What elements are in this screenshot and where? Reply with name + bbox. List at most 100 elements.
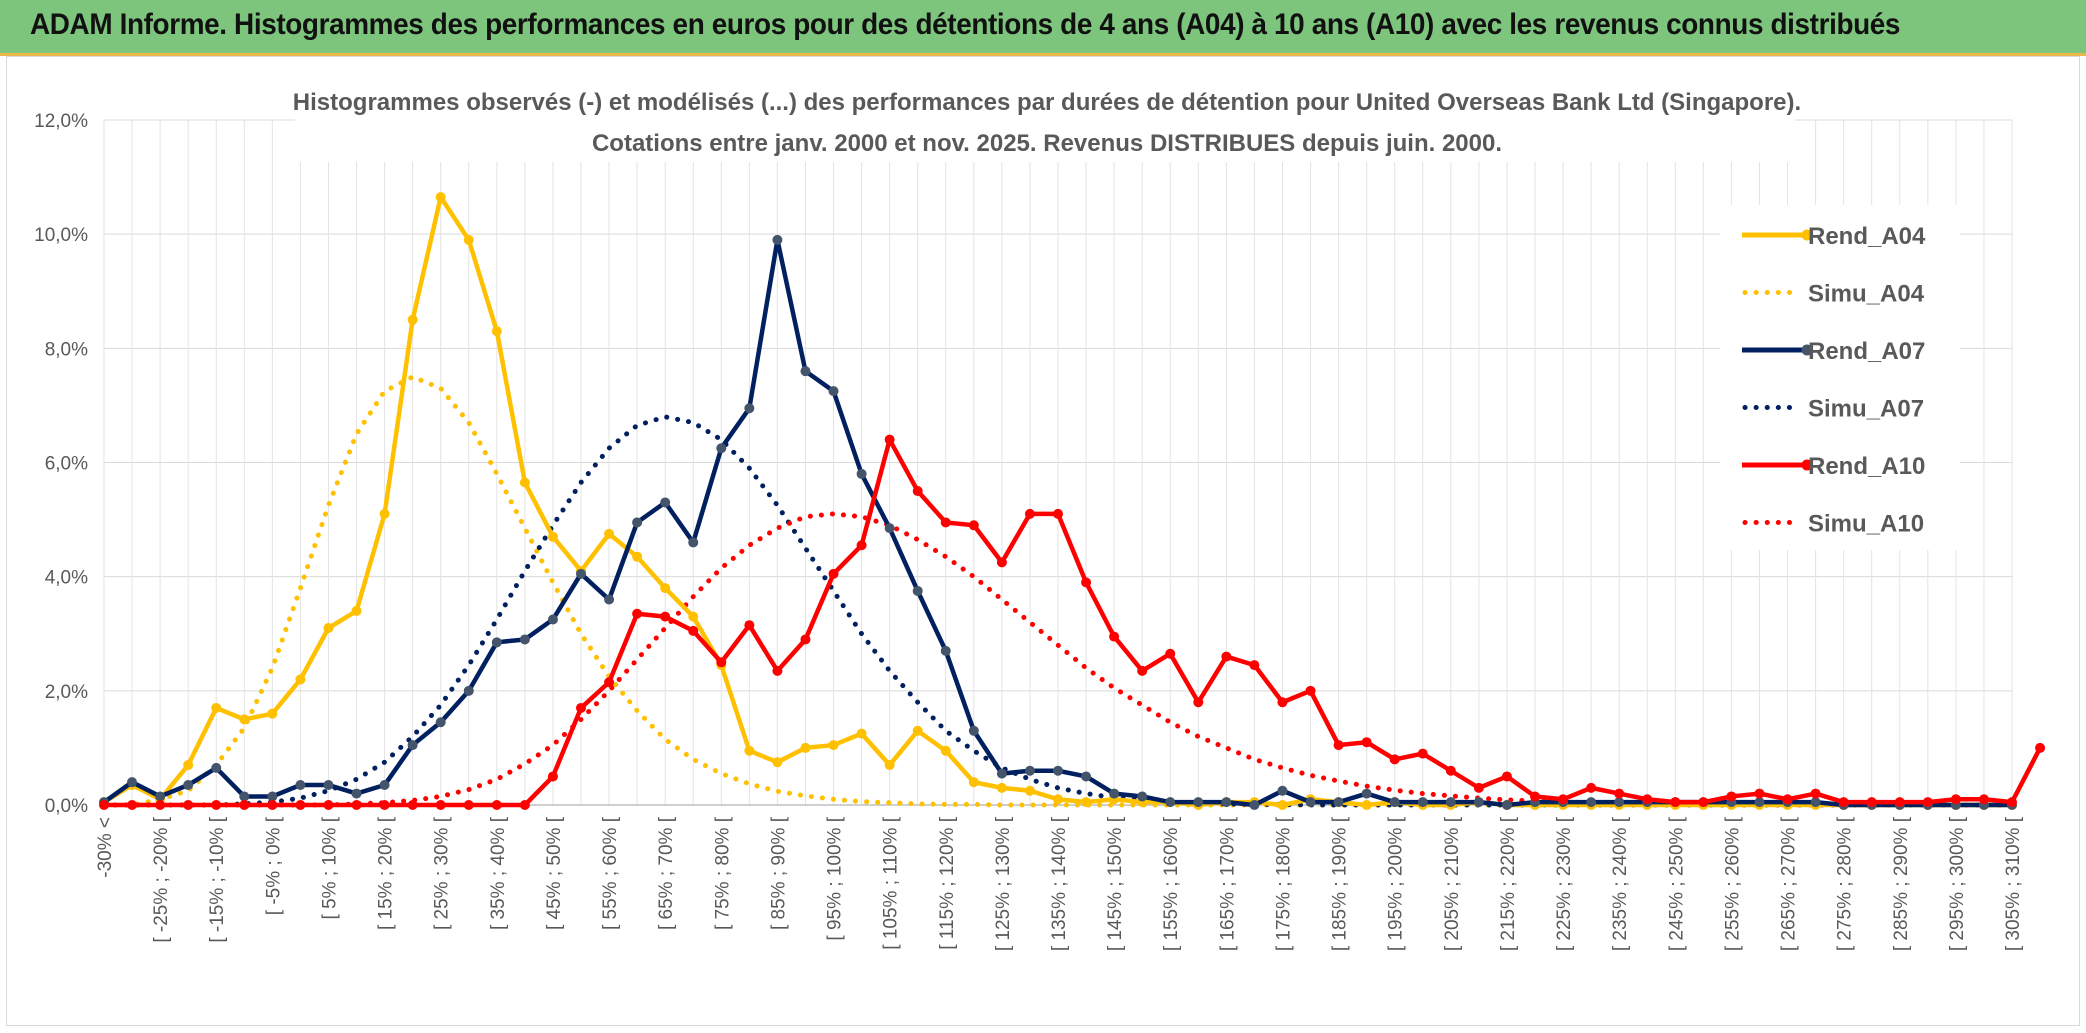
x-tick-label: [ 165% ; 170% [ [1217,816,1238,951]
data-point [491,326,502,337]
data-point [1053,765,1063,776]
page-title: ADAM Informe. Histogrammes des performan… [30,8,1901,41]
legend-item: Rend_A07 [1742,338,1925,365]
data-point [1501,771,1512,782]
data-point [940,517,951,528]
x-axis: -30% < [ -25% ; -20% [[ -15% ; -10% [[ -5… [95,816,2024,951]
data-point [1221,797,1232,808]
data-point [1978,794,1989,805]
data-point [211,762,222,773]
data-point [1838,797,1849,808]
x-tick-label: -30% < [95,817,116,878]
data-point [519,800,530,810]
x-tick-label: [ 25% ; 30% [ [432,816,453,930]
x-tick-label: [ 305% ; 310% [ [2003,816,2024,951]
data-point [2007,797,2017,808]
data-point [1810,788,1821,799]
data-point [1109,788,1120,799]
data-point [1614,797,1625,808]
x-tick-label: [ 175% ; 180% [ [1273,816,1294,951]
data-point [1389,754,1400,765]
data-point [1277,785,1288,796]
data-point [1193,797,1204,808]
legend-label: Rend_A10 [1808,453,1925,480]
data-point [379,508,390,519]
data-point [688,537,699,548]
x-tick-label: [ 215% ; 220% [ [1498,816,1519,951]
x-tick-label: [ 265% ; 270% [ [1779,816,1800,951]
data-point [828,386,839,397]
x-tick-label: [ 85% ; 90% [ [768,816,789,930]
data-point [351,788,362,799]
x-tick-label: [ 145% ; 150% [ [1105,816,1126,951]
data-point [547,531,558,542]
title-background [295,80,1795,162]
data-point [267,800,278,810]
chart-subtitle: Cotations entre janv. 2000 et nov. 2025.… [592,130,1502,157]
data-point [1165,797,1176,808]
data-point [800,366,811,377]
data-point [716,443,727,454]
data-point [183,760,194,771]
data-point [968,725,979,736]
data-point [1277,800,1288,810]
data-point [744,745,755,756]
data-point [1530,791,1540,802]
data-point [1642,794,1653,805]
data-point [1081,577,1092,588]
data-point [295,780,306,791]
data-point [1221,651,1232,662]
data-point [1193,697,1204,708]
x-tick-label: [ -15% ; -10% [ [207,816,228,942]
x-tick-label: [ 225% ; 230% [ [1554,816,1575,951]
legend-item: Simu_A04 [1742,281,1925,308]
x-tick-label: [ 65% ; 70% [ [656,816,677,930]
data-point [688,625,699,636]
data-point [660,497,671,508]
data-point [1586,782,1597,793]
x-tick-label: [ 95% ; 100% [ [825,816,846,940]
data-point [940,745,951,756]
series-area [99,192,2046,810]
data-point [1333,797,1344,808]
y-tick-label: 4,0% [45,568,88,589]
y-tick-label: 12,0% [34,111,88,132]
data-point [912,725,923,736]
x-tick-label: [ -5% ; 0% [ [263,816,284,915]
data-point [407,314,418,325]
data-point [211,800,222,810]
data-point [912,486,923,497]
data-point [1614,788,1625,799]
data-point [912,585,923,596]
data-point [519,634,530,645]
data-point [463,685,474,696]
chart-title: Histogrammes observés (-) et modélisés (… [293,89,1801,116]
data-point [1501,800,1512,810]
data-point [547,614,558,625]
data-point [1866,797,1877,808]
legend-label: Rend_A07 [1808,338,1925,365]
data-point [267,791,278,802]
data-point [1810,797,1821,808]
data-point [127,800,138,810]
data-point [1053,794,1063,805]
data-point [744,403,755,414]
y-axis: 0,0% 2,0% 4,0% 6,0% 8,0% 10,0% 12,0% [34,111,88,817]
x-tick-label: [ 55% ; 60% [ [600,816,621,930]
data-point [1473,782,1484,793]
data-point [940,645,951,656]
data-point [1950,794,1961,805]
data-point [463,800,474,810]
data-point [267,708,278,719]
data-point [1081,797,1092,808]
series-line [101,511,2015,808]
data-point [1670,797,1681,808]
data-point [1137,665,1148,676]
data-point [1558,794,1569,805]
data-point [491,637,502,648]
data-point [660,583,671,594]
data-point [1754,788,1765,799]
data-point [996,768,1007,779]
data-point [1081,771,1092,782]
